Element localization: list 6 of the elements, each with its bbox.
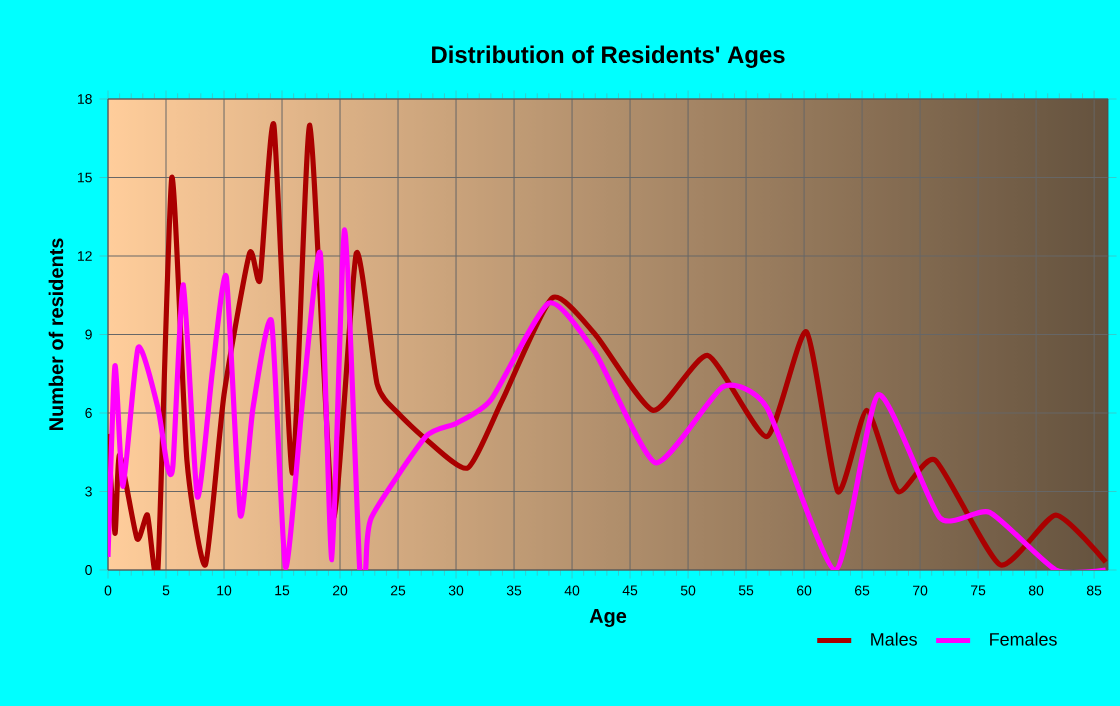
y-axis-title: Number of residents: [48, 238, 64, 431]
x-axis-title: Age: [589, 609, 627, 628]
chart-title: Distribution of Residents' Ages: [432, 45, 785, 68]
line-series: [108, 227, 1109, 570]
legend-label: Females: [990, 632, 1057, 646]
legend-label: Males: [871, 632, 917, 646]
